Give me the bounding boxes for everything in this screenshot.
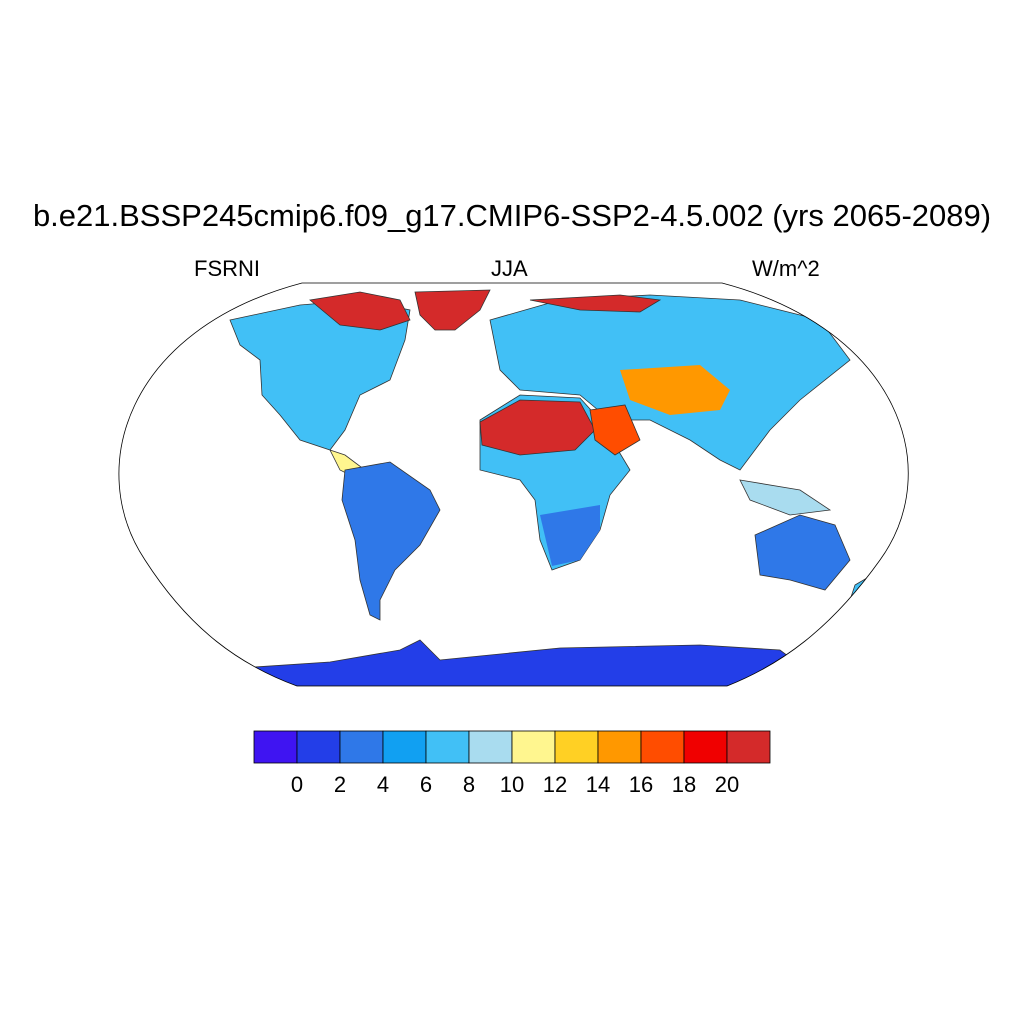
colorbar-box [425,730,470,764]
arabia-region [589,404,641,456]
northern-eurasia-strip [529,294,662,313]
south-america-region [341,461,441,621]
sahara-region [479,399,596,456]
colorbar-tick-label: 6 [420,772,432,797]
colorbar-box [468,730,513,764]
plot-title: b.e21.BSSP245cmip6.f09_g17.CMIP6-SSP2-4.… [32,198,992,233]
colorbar-box [382,730,427,764]
colorbar-tick-label: 20 [715,772,739,797]
colorbar-tick-label: 2 [334,772,346,797]
colorbar-tick-label: 8 [463,772,475,797]
canadian-arctic-region [309,291,411,331]
colorbar-tick-label: 14 [586,772,610,797]
antarctica-region [239,639,801,686]
map-outline [118,282,909,687]
colorbar-tick-label: 18 [672,772,696,797]
australia-region [754,514,851,591]
colorbar-tick-label: 10 [500,772,524,797]
colorbar-box [339,730,384,764]
colorbar-tick-label: 0 [291,772,303,797]
variable-label: FSRNI [194,256,260,281]
colorbar-box [683,730,728,764]
southern-africa-region [540,505,600,566]
colorbar-tick-label: 16 [629,772,653,797]
colorbar-tick-label: 4 [377,772,389,797]
central-asia-region [620,365,730,415]
colorbar-box [511,730,556,764]
units-label: W/m^2 [752,256,820,281]
colorbar-box [296,730,341,764]
colorbar-box [640,730,685,764]
maritime-asia-region [739,479,832,516]
colorbar-box [597,730,642,764]
colorbar-box [554,730,599,764]
colorbar-box [726,730,771,764]
colorbar-box [253,730,298,764]
season-label: JJA [491,256,528,281]
greenland-region [414,289,491,331]
colorbar-tick-label: 12 [543,772,567,797]
